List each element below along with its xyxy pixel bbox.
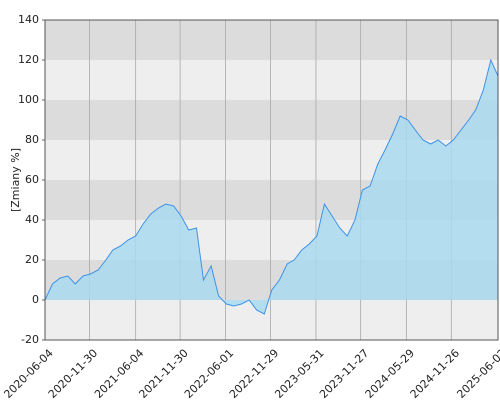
band: [45, 20, 498, 60]
y-tick-label: 40: [25, 213, 39, 226]
plot-frame: [44, 19, 499, 341]
band: [45, 60, 498, 100]
x-tick-label: 2025-06-02: [454, 347, 500, 400]
marks: [44, 58, 499, 315]
y-tick-label: 60: [25, 173, 39, 186]
y-tick-label: 100: [18, 93, 39, 106]
y-tick-label: 120: [18, 53, 39, 66]
y-axis-label: [Zmiany %]: [9, 148, 22, 212]
area: [45, 60, 498, 314]
y-tick-label: 140: [18, 13, 39, 26]
y-tick-label: 80: [25, 133, 39, 146]
band: [45, 100, 498, 140]
y-tick-label: 20: [25, 253, 39, 266]
y-tick-label: -20: [21, 333, 39, 346]
band: [45, 300, 498, 340]
line: [44, 58, 499, 315]
y-tick-label: 0: [32, 293, 39, 306]
